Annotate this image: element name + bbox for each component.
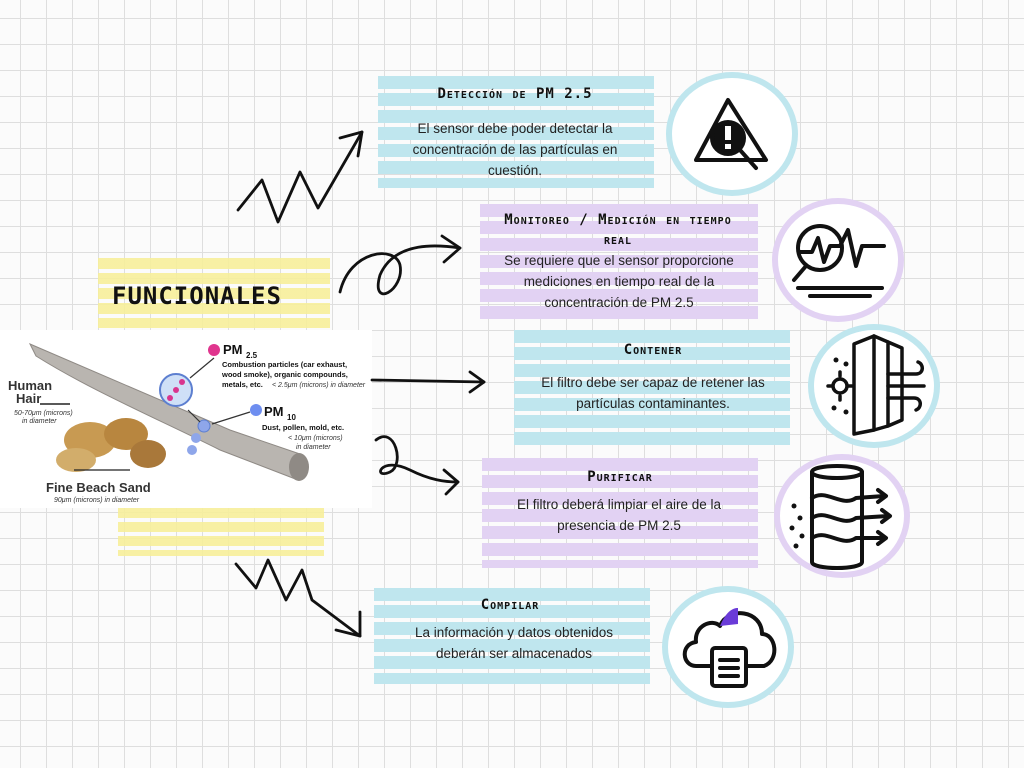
air-purifier-icon <box>789 464 892 570</box>
hair-label-2: Hair <box>16 391 41 406</box>
item-4-desc: El filtro deberá limpiar el aire de la p… <box>516 497 722 533</box>
pm25-desc-3: metals, etc. <box>222 380 263 389</box>
hair-size-1: 50-70μm (microns) <box>14 410 73 417</box>
arrow-to-contener <box>370 378 486 384</box>
pm-size-illustration: PM 2.5 Combustion particles (car exhaust… <box>0 330 372 508</box>
arrow-to-deteccion <box>236 130 364 224</box>
item-5-desc: La información y datos obtenidos deberán… <box>414 625 614 661</box>
item-3-desc: El filtro debe ser capaz de retener las … <box>541 375 765 411</box>
item-4-highlight <box>482 458 758 568</box>
pm25-desc-2: wood smoke), organic compounds, <box>221 370 348 379</box>
cloud-storage-icon <box>682 607 777 688</box>
item-2-highlight <box>480 204 758 320</box>
hair-size-2: in diameter <box>22 418 57 425</box>
item-3-highlight <box>514 330 790 446</box>
pm10-size-2: in diameter <box>296 444 331 451</box>
pm10-size-1: < 10μm (microns) <box>288 435 343 442</box>
pm25-desc-1: Combustion particles (car exhaust, <box>222 360 347 369</box>
arrow-to-monitoreo <box>338 244 462 296</box>
air-filter-icon <box>826 334 926 436</box>
arrow-to-compilar <box>234 558 362 638</box>
warning-search-icon <box>694 98 768 170</box>
item-4-title: Purificar <box>587 469 653 485</box>
item-2-desc: Se requiere que el sensor proporcione me… <box>504 253 734 310</box>
monitor-pulse-icon <box>792 224 886 298</box>
left-highlight <box>118 508 324 556</box>
pm10-desc: Dust, pollen, mold, etc. <box>262 423 344 432</box>
item-1-title: Detección de PM 2.5 <box>437 86 593 102</box>
arrow-to-purificar <box>374 435 460 484</box>
item-1-desc: El sensor debe poder detectar la concent… <box>412 121 618 178</box>
pm10-subscript: 10 <box>287 413 296 422</box>
item-5-highlight <box>374 588 650 684</box>
hair-label: Human <box>8 378 52 393</box>
pm25-label: PM <box>223 342 243 357</box>
item-5-title: Compilar <box>480 597 540 613</box>
sand-label: Fine Beach Sand <box>46 480 151 495</box>
title-highlight <box>98 258 330 328</box>
pm25-size: < 2.5μm (microns) in diameter <box>272 382 366 389</box>
main-title: FUNCIONALES <box>112 282 282 310</box>
item-3-title: Contener <box>623 342 683 358</box>
pm25-subscript: 2.5 <box>246 351 258 360</box>
item-2-title: Monitoreo / Medición en tiempo real <box>504 212 732 248</box>
pm10-label: PM <box>264 404 284 419</box>
sand-size: 90μm (microns) in diameter <box>54 497 140 504</box>
item-1-highlight <box>378 76 654 188</box>
